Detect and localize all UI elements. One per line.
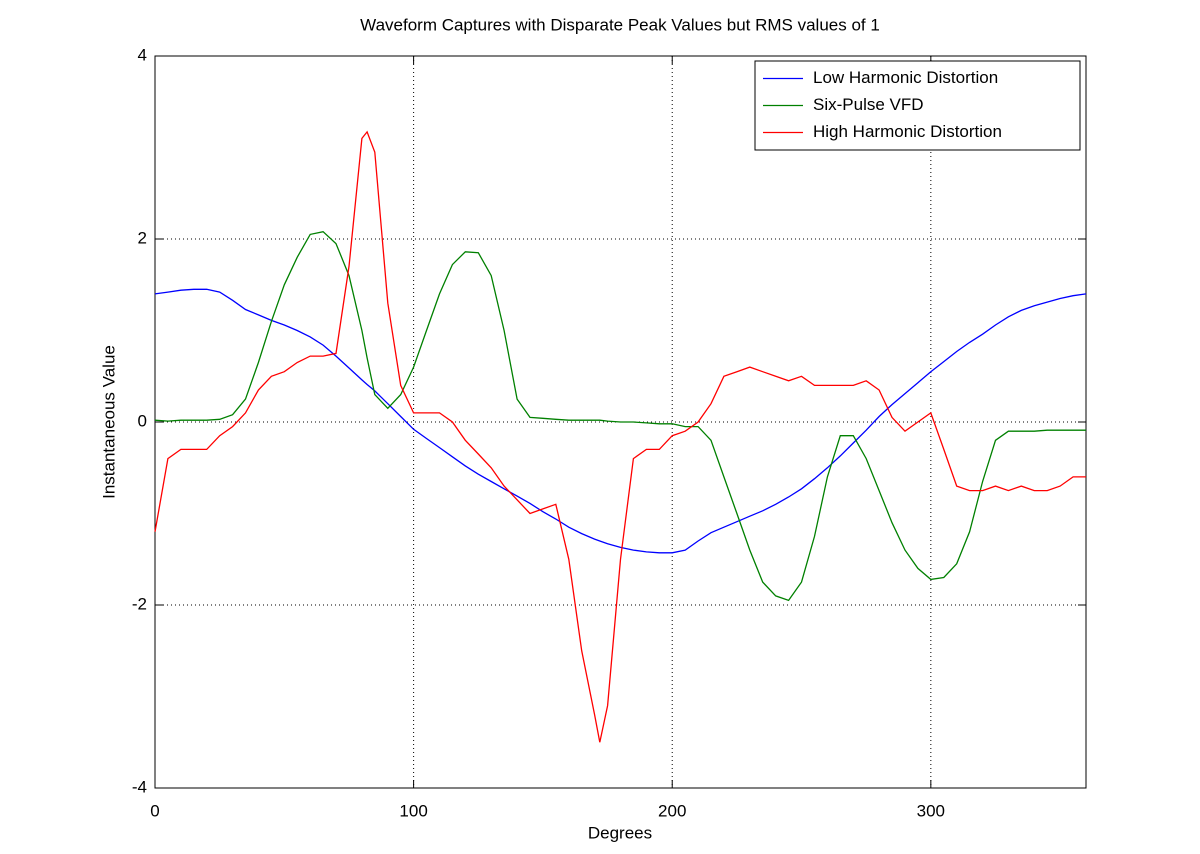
- y-tick-label: 2: [138, 228, 147, 247]
- series-line: [154, 288, 1087, 554]
- series-line: [154, 230, 1086, 602]
- y-axis-label: Instantaneous Value: [99, 345, 118, 499]
- y-tick-label: 0: [138, 411, 147, 430]
- legend-label: Six-Pulse VFD: [813, 95, 924, 114]
- legend-box: [754, 60, 1081, 151]
- plot-frame: [154, 55, 1087, 789]
- legend-label: High Harmonic Distortion: [813, 122, 1002, 141]
- y-tick-label: -4: [132, 777, 147, 796]
- x-tick-label: 100: [399, 801, 427, 820]
- legend-label: Low Harmonic Distortion: [813, 68, 998, 87]
- series-line: [154, 130, 1086, 743]
- x-tick-label: 300: [917, 801, 945, 820]
- chart-title: Waveform Captures with Disparate Peak Va…: [360, 15, 880, 34]
- x-tick-label: 200: [658, 801, 686, 820]
- x-tick-label: 0: [150, 801, 159, 820]
- y-tick-label: 4: [138, 45, 147, 64]
- x-axis-label: Degrees: [588, 823, 652, 842]
- y-tick-label: -2: [132, 594, 147, 613]
